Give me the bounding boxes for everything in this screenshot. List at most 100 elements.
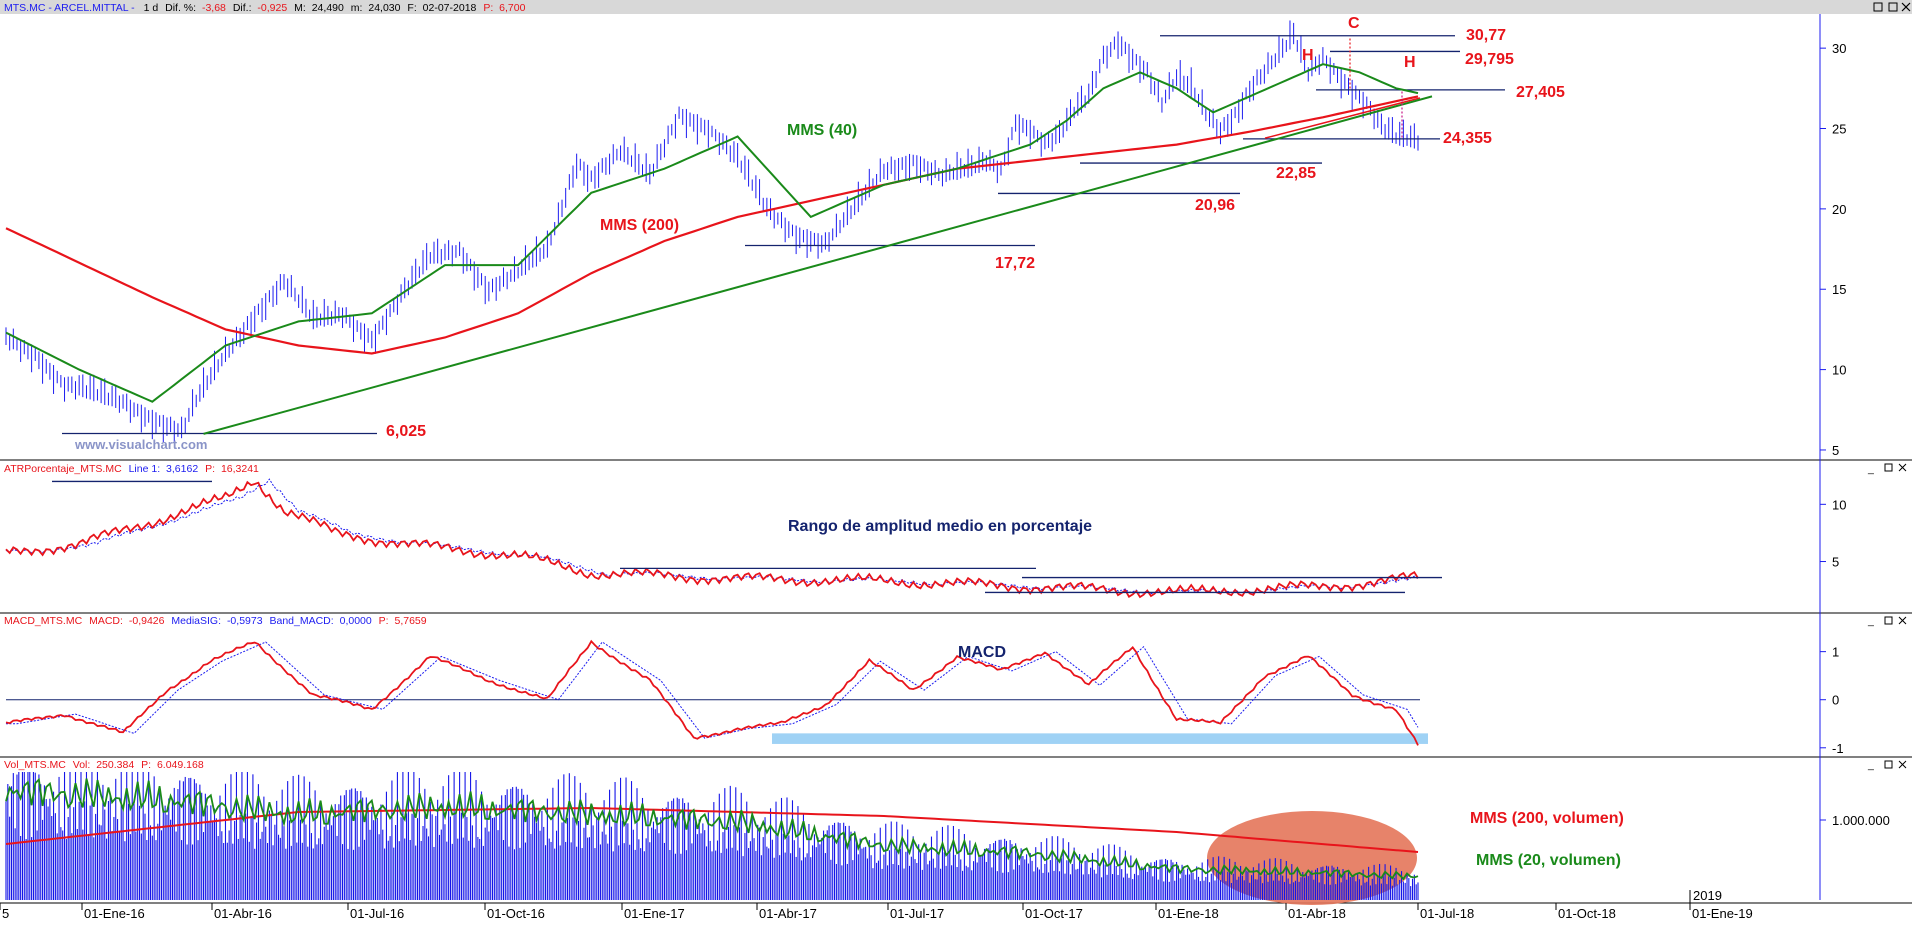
atr-signal-line [5, 478, 1419, 595]
atr-name: ATRPorcentaje_MTS.MC [4, 463, 122, 475]
y-tick-label: 15 [1832, 282, 1846, 297]
label-c: C [1348, 15, 1360, 32]
label-macd-title: MACD [958, 644, 1006, 661]
watermark: www.visualchart.com [74, 437, 207, 452]
x-axis: 5 01-Ene-16 01-Abr-16 01-Jul-16 01-Oct-16 01-… [0, 888, 1753, 921]
macd-signal-line [6, 641, 1419, 739]
header-dif-label: Dif.: [233, 2, 252, 14]
y-tick-label: 0 [1832, 693, 1839, 708]
atr-p-label: P: [205, 463, 215, 475]
mms200-line [5, 95, 1419, 355]
atr-line-label: Line 1: [129, 463, 161, 475]
macd-line [5, 639, 1419, 746]
vol-p-value: 6.049.168 [157, 759, 204, 771]
x-tick-label: 01-Oct-18 [1558, 906, 1616, 921]
header-date-value: 02-07-2018 [423, 2, 477, 14]
level-label-27405: 27,405 [1516, 84, 1565, 101]
macd-sig-value: -0,5973 [227, 615, 263, 627]
label-vol20: MMS (20, volumen) [1476, 852, 1621, 869]
header-min-label: m: [351, 2, 363, 14]
macd-band [772, 733, 1428, 744]
header-price-value: 6,700 [499, 2, 525, 14]
header-price-label: P: [483, 2, 493, 14]
mms40-line [5, 63, 1419, 403]
header-date-label: F: [407, 2, 416, 14]
level-label-2285: 22,85 [1276, 165, 1316, 182]
x-tick-label: 01-Ene-17 [624, 906, 685, 921]
window-controls-vol[interactable]: _ [1867, 759, 1907, 771]
x-tick-label: 01-Oct-16 [487, 906, 545, 921]
macd-band-label: Band_MACD: [269, 615, 333, 627]
y-tick-label: 10 [1832, 497, 1846, 512]
level-label-1772: 17,72 [995, 255, 1035, 272]
window-controls-main[interactable] [1873, 2, 1911, 12]
x-tick-label: 01-Oct-17 [1025, 906, 1083, 921]
macd-value: -0,9426 [129, 615, 165, 627]
level-label-29795: 29,795 [1465, 51, 1514, 68]
header-text: MTS.MC - ARCEL.MITTAL - 1 d Dif. %: -3,6… [4, 2, 526, 14]
macd-p-value: 5,7659 [395, 615, 427, 627]
vol-name: Vol_MTS.MC [4, 759, 66, 771]
volume-panel [5, 772, 1419, 905]
x-tick-label: 01-Ene-19 [1692, 906, 1753, 921]
level-label-3077: 30,77 [1466, 27, 1506, 44]
y-tick-label: 20 [1832, 202, 1846, 217]
label-mms200: MMS (200) [600, 217, 679, 234]
macd-label: MACD: [89, 615, 123, 627]
year-label: 2019 [1693, 888, 1722, 903]
macd-header: MACD_MTS.MC MACD: -0,9426 MediaSIG: -0,5… [4, 615, 427, 627]
label-h-left: H [1302, 47, 1314, 64]
neckline [1264, 97, 1421, 139]
window-controls-macd[interactable]: _ [1867, 615, 1907, 627]
vol-mms20-line [5, 777, 1419, 881]
x-tick-label: 01-Ene-16 [84, 906, 145, 921]
y-tick-label: 30 [1832, 41, 1846, 56]
close-icon[interactable] [1901, 2, 1911, 12]
panel-frames [0, 14, 1912, 904]
y-tick-label: 1.000.000 [1832, 813, 1890, 828]
restore-icon[interactable] [1873, 2, 1883, 12]
atr-line-value: 3,6162 [166, 463, 198, 475]
y-tick-label: 1 [1832, 645, 1839, 660]
y-tick-label: 5 [1832, 443, 1839, 458]
header-period: 1 d [144, 2, 159, 14]
x-tick-label: 01-Jul-16 [350, 906, 404, 921]
atr-header: ATRPorcentaje_MTS.MC Line 1: 3,6162 P: 1… [4, 463, 259, 475]
vol-value: 250.384 [96, 759, 134, 771]
x-tick-label: 01-Abr-16 [214, 906, 272, 921]
atr-panel [5, 478, 1442, 599]
macd-band-value: 0,0000 [340, 615, 372, 627]
label-vol200: MMS (200, volumen) [1470, 810, 1624, 827]
header-bar [0, 0, 1912, 14]
vol-label: Vol: [73, 759, 91, 771]
header-max-label: M: [294, 2, 306, 14]
x-tick-label: 01-Jul-17 [890, 906, 944, 921]
trend-line [203, 95, 1433, 435]
macd-name: MACD_MTS.MC [4, 615, 83, 627]
maximize-icon[interactable] [1888, 2, 1898, 12]
atr-line [5, 480, 1419, 599]
y-tick-label: 5 [1832, 555, 1839, 570]
x-tick-label: 01-Abr-18 [1288, 906, 1346, 921]
x-tick-label: 01-Jul-18 [1420, 906, 1474, 921]
header-dif-pct-label: Dif. %: [165, 2, 196, 14]
window-controls-atr[interactable]: _ [1867, 463, 1907, 475]
level-label-24355: 24,355 [1443, 130, 1492, 147]
y-tick-label: 10 [1832, 363, 1846, 378]
label-h-right: H [1404, 54, 1416, 71]
vol-header: Vol_MTS.MC Vol: 250.384 P: 6.049.168 [4, 759, 204, 771]
header-dif-pct-value: -3,68 [202, 2, 226, 14]
header-dif-value: -0,925 [257, 2, 287, 14]
price-series [5, 20, 1419, 443]
volume-highlight [1207, 811, 1417, 905]
atr-p-value: 16,3241 [221, 463, 259, 475]
vol-p-label: P: [141, 759, 151, 771]
macd-p-label: P: [379, 615, 389, 627]
macd-sig-label: MediaSIG: [171, 615, 221, 627]
level-label-6025: 6,025 [386, 423, 426, 440]
svg-text:_: _ [1867, 463, 1874, 475]
header-min-value: 24,030 [368, 2, 400, 14]
